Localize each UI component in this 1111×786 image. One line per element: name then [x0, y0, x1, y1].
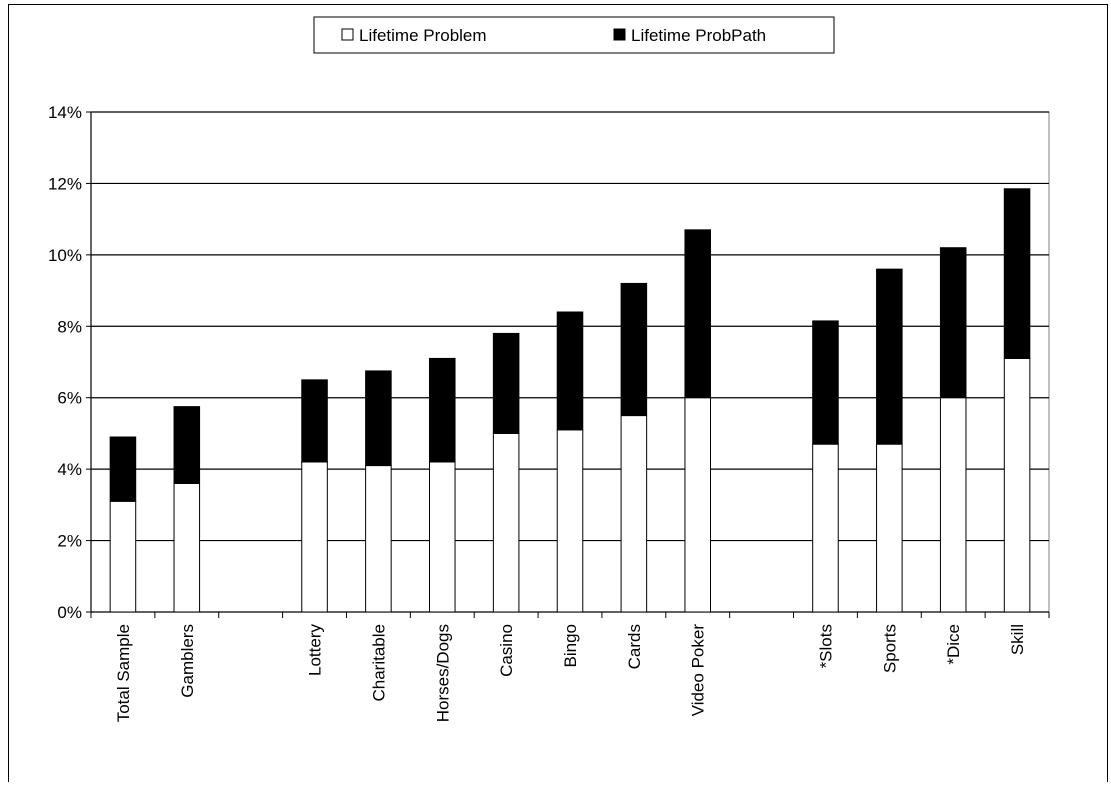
category-label-14: Skill [1008, 624, 1027, 655]
bar-lifetime-problem-11 [812, 443, 839, 613]
bar-lifetime-probpath-14 [1003, 188, 1031, 359]
bar-lifetime-problem-1 [173, 482, 201, 613]
bar-lifetime-problem-4 [365, 465, 392, 613]
bar-lifetime-problem-7 [556, 429, 584, 613]
category-label-0: Total Sample [114, 624, 133, 722]
y-tick-label-2: 4% [57, 460, 82, 479]
legend-label-lifetime-probpath: Lifetime ProbPath [631, 26, 766, 45]
category-label-4: Charitable [369, 624, 388, 702]
plot-area: 0% 2% 4% 6% 8% 10% 12% 14% Total Sample Gamblers L… [48, 103, 1050, 722]
legend-swatch-lifetime-problem [341, 28, 354, 41]
bar-lifetime-problem-3 [301, 461, 328, 613]
category-label-6: Casino [497, 624, 516, 677]
y-tick-label-3: 6% [57, 389, 82, 408]
bar-lifetime-probpath-12 [876, 268, 903, 445]
category-label-12: Sports [880, 624, 899, 673]
bar-lifetime-problem-13 [939, 397, 967, 613]
bar-lifetime-problem-12 [876, 443, 903, 613]
bar-lifetime-probpath-11 [812, 320, 839, 445]
y-tick-label-1: 2% [57, 532, 82, 551]
legend-box [313, 16, 835, 54]
bar-lifetime-probpath-0 [109, 436, 137, 502]
y-tick-label-6: 12% [48, 174, 82, 193]
bar-lifetime-probpath-3 [301, 379, 328, 463]
bar-lifetime-probpath-9 [684, 229, 712, 399]
bar-lifetime-probpath-1 [173, 406, 201, 484]
category-label-11: *Slots [816, 624, 835, 668]
category-label-5: Horses/Dogs [433, 624, 452, 722]
legend: Lifetime Problem Lifetime ProbPath [313, 16, 835, 54]
category-label-8: Cards [625, 624, 644, 669]
y-tick-label-7: 14% [48, 103, 82, 122]
category-label-9: Video Poker [689, 624, 708, 717]
bar-lifetime-problem-14 [1003, 357, 1031, 613]
bar-lifetime-probpath-5 [428, 357, 456, 463]
y-tick-label-0: 0% [57, 603, 82, 622]
bar-lifetime-probpath-8 [620, 282, 648, 417]
bar-lifetime-probpath-4 [365, 370, 392, 467]
bar-lifetime-problem-0 [109, 500, 137, 613]
bar-lifetime-problem-5 [428, 461, 456, 613]
y-tick-label-5: 10% [48, 246, 82, 265]
bar-lifetime-problem-8 [620, 415, 648, 613]
bar-lifetime-probpath-7 [556, 311, 584, 431]
bar-lifetime-probpath-6 [492, 332, 520, 434]
category-label-13: *Dice [944, 624, 963, 665]
category-label-3: Lottery [306, 624, 325, 676]
category-label-1: Gamblers [178, 624, 197, 698]
bar-lifetime-problem-9 [684, 397, 712, 613]
y-tick-label-4: 8% [57, 317, 82, 336]
category-label-7: Bingo [561, 624, 580, 667]
bar-lifetime-problem-6 [492, 432, 520, 613]
chart-frame [8, 4, 1108, 782]
legend-swatch-lifetime-probpath [613, 28, 626, 41]
legend-label-lifetime-problem: Lifetime Problem [359, 26, 487, 45]
bar-lifetime-probpath-13 [939, 247, 967, 399]
